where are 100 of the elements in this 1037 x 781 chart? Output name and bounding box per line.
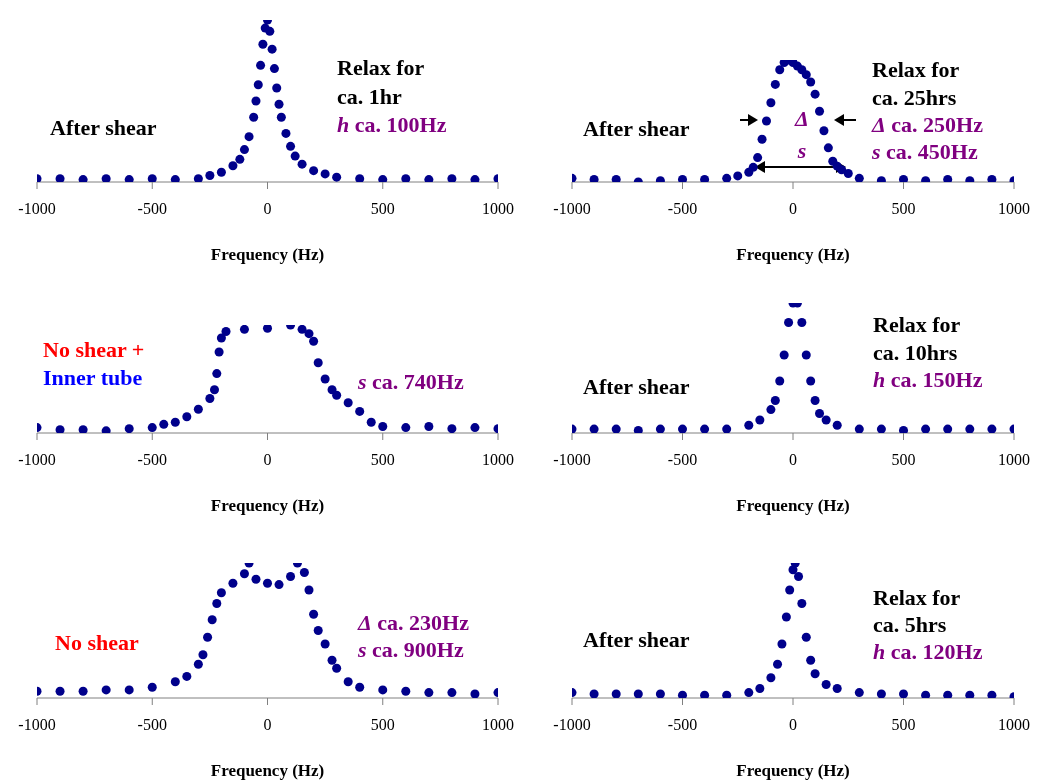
point bbox=[378, 685, 388, 695]
annotation: ca. 25hrs bbox=[872, 85, 957, 110]
point bbox=[78, 425, 88, 433]
point bbox=[898, 425, 909, 433]
point bbox=[810, 395, 820, 406]
point bbox=[378, 422, 388, 432]
point bbox=[655, 689, 665, 698]
point bbox=[212, 598, 222, 609]
point bbox=[235, 154, 245, 164]
point bbox=[297, 325, 307, 334]
x-tick-label: 500 bbox=[891, 716, 916, 734]
x-tick-label: 500 bbox=[891, 200, 916, 218]
point bbox=[265, 26, 275, 36]
point bbox=[700, 175, 710, 182]
point bbox=[355, 682, 365, 692]
point bbox=[424, 175, 434, 182]
x-axis-title: Frequency (Hz) bbox=[210, 245, 325, 264]
x-axis-title: Frequency (Hz) bbox=[736, 496, 850, 515]
point bbox=[269, 64, 279, 74]
point bbox=[837, 165, 847, 175]
point bbox=[281, 128, 291, 138]
point bbox=[794, 571, 804, 582]
point bbox=[819, 126, 829, 136]
point bbox=[276, 112, 286, 122]
point bbox=[304, 329, 314, 339]
point bbox=[332, 663, 342, 673]
x-tick-label: 1000 bbox=[482, 716, 514, 734]
point bbox=[212, 369, 222, 379]
point bbox=[633, 425, 643, 433]
point bbox=[286, 571, 296, 582]
point bbox=[309, 336, 319, 346]
point bbox=[633, 689, 643, 698]
point bbox=[801, 70, 811, 80]
point bbox=[101, 174, 111, 182]
point bbox=[320, 374, 330, 384]
point bbox=[299, 567, 309, 577]
point bbox=[78, 175, 88, 182]
point bbox=[332, 172, 342, 182]
point bbox=[943, 690, 953, 698]
point bbox=[251, 574, 261, 584]
annotation: After shear bbox=[50, 115, 157, 140]
point bbox=[216, 588, 226, 598]
point bbox=[249, 112, 259, 122]
point bbox=[239, 325, 249, 334]
annotation: Δ bbox=[795, 106, 809, 131]
point bbox=[182, 671, 192, 681]
point bbox=[773, 659, 783, 669]
point bbox=[304, 585, 314, 595]
annotation: After shear bbox=[583, 627, 690, 652]
point bbox=[823, 143, 833, 153]
point bbox=[216, 333, 226, 343]
point bbox=[366, 417, 376, 427]
point bbox=[170, 677, 180, 687]
point bbox=[147, 682, 157, 692]
point bbox=[700, 690, 710, 698]
point bbox=[313, 358, 323, 368]
x-axis-title: Frequency (Hz) bbox=[736, 245, 850, 264]
point bbox=[401, 686, 411, 696]
point bbox=[777, 639, 787, 649]
point bbox=[722, 173, 732, 182]
x-axis-title: Frequency (Hz) bbox=[210, 496, 325, 515]
point bbox=[182, 412, 192, 422]
point bbox=[221, 326, 231, 336]
point bbox=[262, 578, 273, 588]
annotation: Δ ca. 230Hz bbox=[358, 610, 469, 635]
annotation: ca. 10hrs bbox=[873, 340, 958, 365]
point bbox=[655, 424, 665, 433]
point bbox=[770, 395, 780, 406]
annotation: ca. 5hrs bbox=[873, 612, 947, 637]
point bbox=[55, 686, 65, 696]
point bbox=[101, 685, 111, 695]
point bbox=[470, 423, 480, 433]
annotation: Relax for bbox=[337, 55, 425, 80]
annotation: h ca. 150Hz bbox=[873, 367, 983, 392]
point bbox=[327, 655, 337, 665]
x-tick-label: -500 bbox=[667, 200, 698, 218]
point bbox=[766, 405, 776, 415]
point bbox=[987, 690, 997, 698]
point bbox=[267, 44, 277, 54]
point bbox=[722, 424, 732, 433]
point bbox=[272, 83, 282, 93]
point bbox=[320, 639, 330, 649]
annotation: Relax for bbox=[873, 585, 961, 610]
point bbox=[170, 417, 180, 427]
point bbox=[147, 423, 157, 433]
point bbox=[216, 167, 226, 177]
x-tick-label: -1000 bbox=[18, 200, 56, 218]
point bbox=[744, 688, 754, 698]
point bbox=[810, 669, 820, 679]
point bbox=[943, 175, 953, 182]
x-tick-label: -500 bbox=[667, 451, 698, 469]
point bbox=[401, 423, 411, 433]
point bbox=[239, 569, 249, 579]
point bbox=[239, 145, 249, 155]
point bbox=[921, 690, 931, 698]
point bbox=[748, 162, 758, 172]
x-tick-label: 0 bbox=[263, 200, 272, 218]
x-axis-title: Frequency (Hz) bbox=[736, 761, 850, 780]
point bbox=[170, 175, 180, 182]
x-tick-label: 0 bbox=[789, 716, 797, 734]
